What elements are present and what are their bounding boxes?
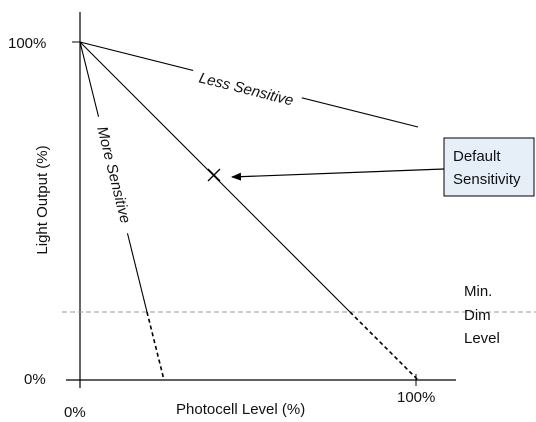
default-sensitivity-box xyxy=(443,137,535,197)
y-tick-label-min: 0% xyxy=(24,371,46,388)
y-tick-label-max: 100% xyxy=(8,35,46,52)
default-sensitivity-line xyxy=(79,41,351,313)
more-sensitive-line-dashed xyxy=(146,311,165,381)
less-sensitive-label: Less Sensitive xyxy=(197,69,295,109)
min-dim-label-line2: Dim xyxy=(464,307,491,324)
y-axis-title: Light Output (%) xyxy=(34,145,51,254)
x-tick-label-min: 0% xyxy=(64,404,86,421)
callout-line1: Default xyxy=(453,148,501,165)
default-sensitivity-marker xyxy=(207,168,221,182)
more-sensitive-label: More Sensitive xyxy=(93,125,133,225)
default-sensitivity-line-dashed xyxy=(349,311,419,381)
x-tick-label-max: 100% xyxy=(397,389,435,406)
callout-line2: Sensitivity xyxy=(453,171,521,188)
min-dim-label-line1: Min. xyxy=(464,283,492,300)
callout-arrow xyxy=(231,168,445,181)
min-dim-label-line3: Level xyxy=(464,330,500,347)
x-axis-title: Photocell Level (%) xyxy=(176,401,305,418)
